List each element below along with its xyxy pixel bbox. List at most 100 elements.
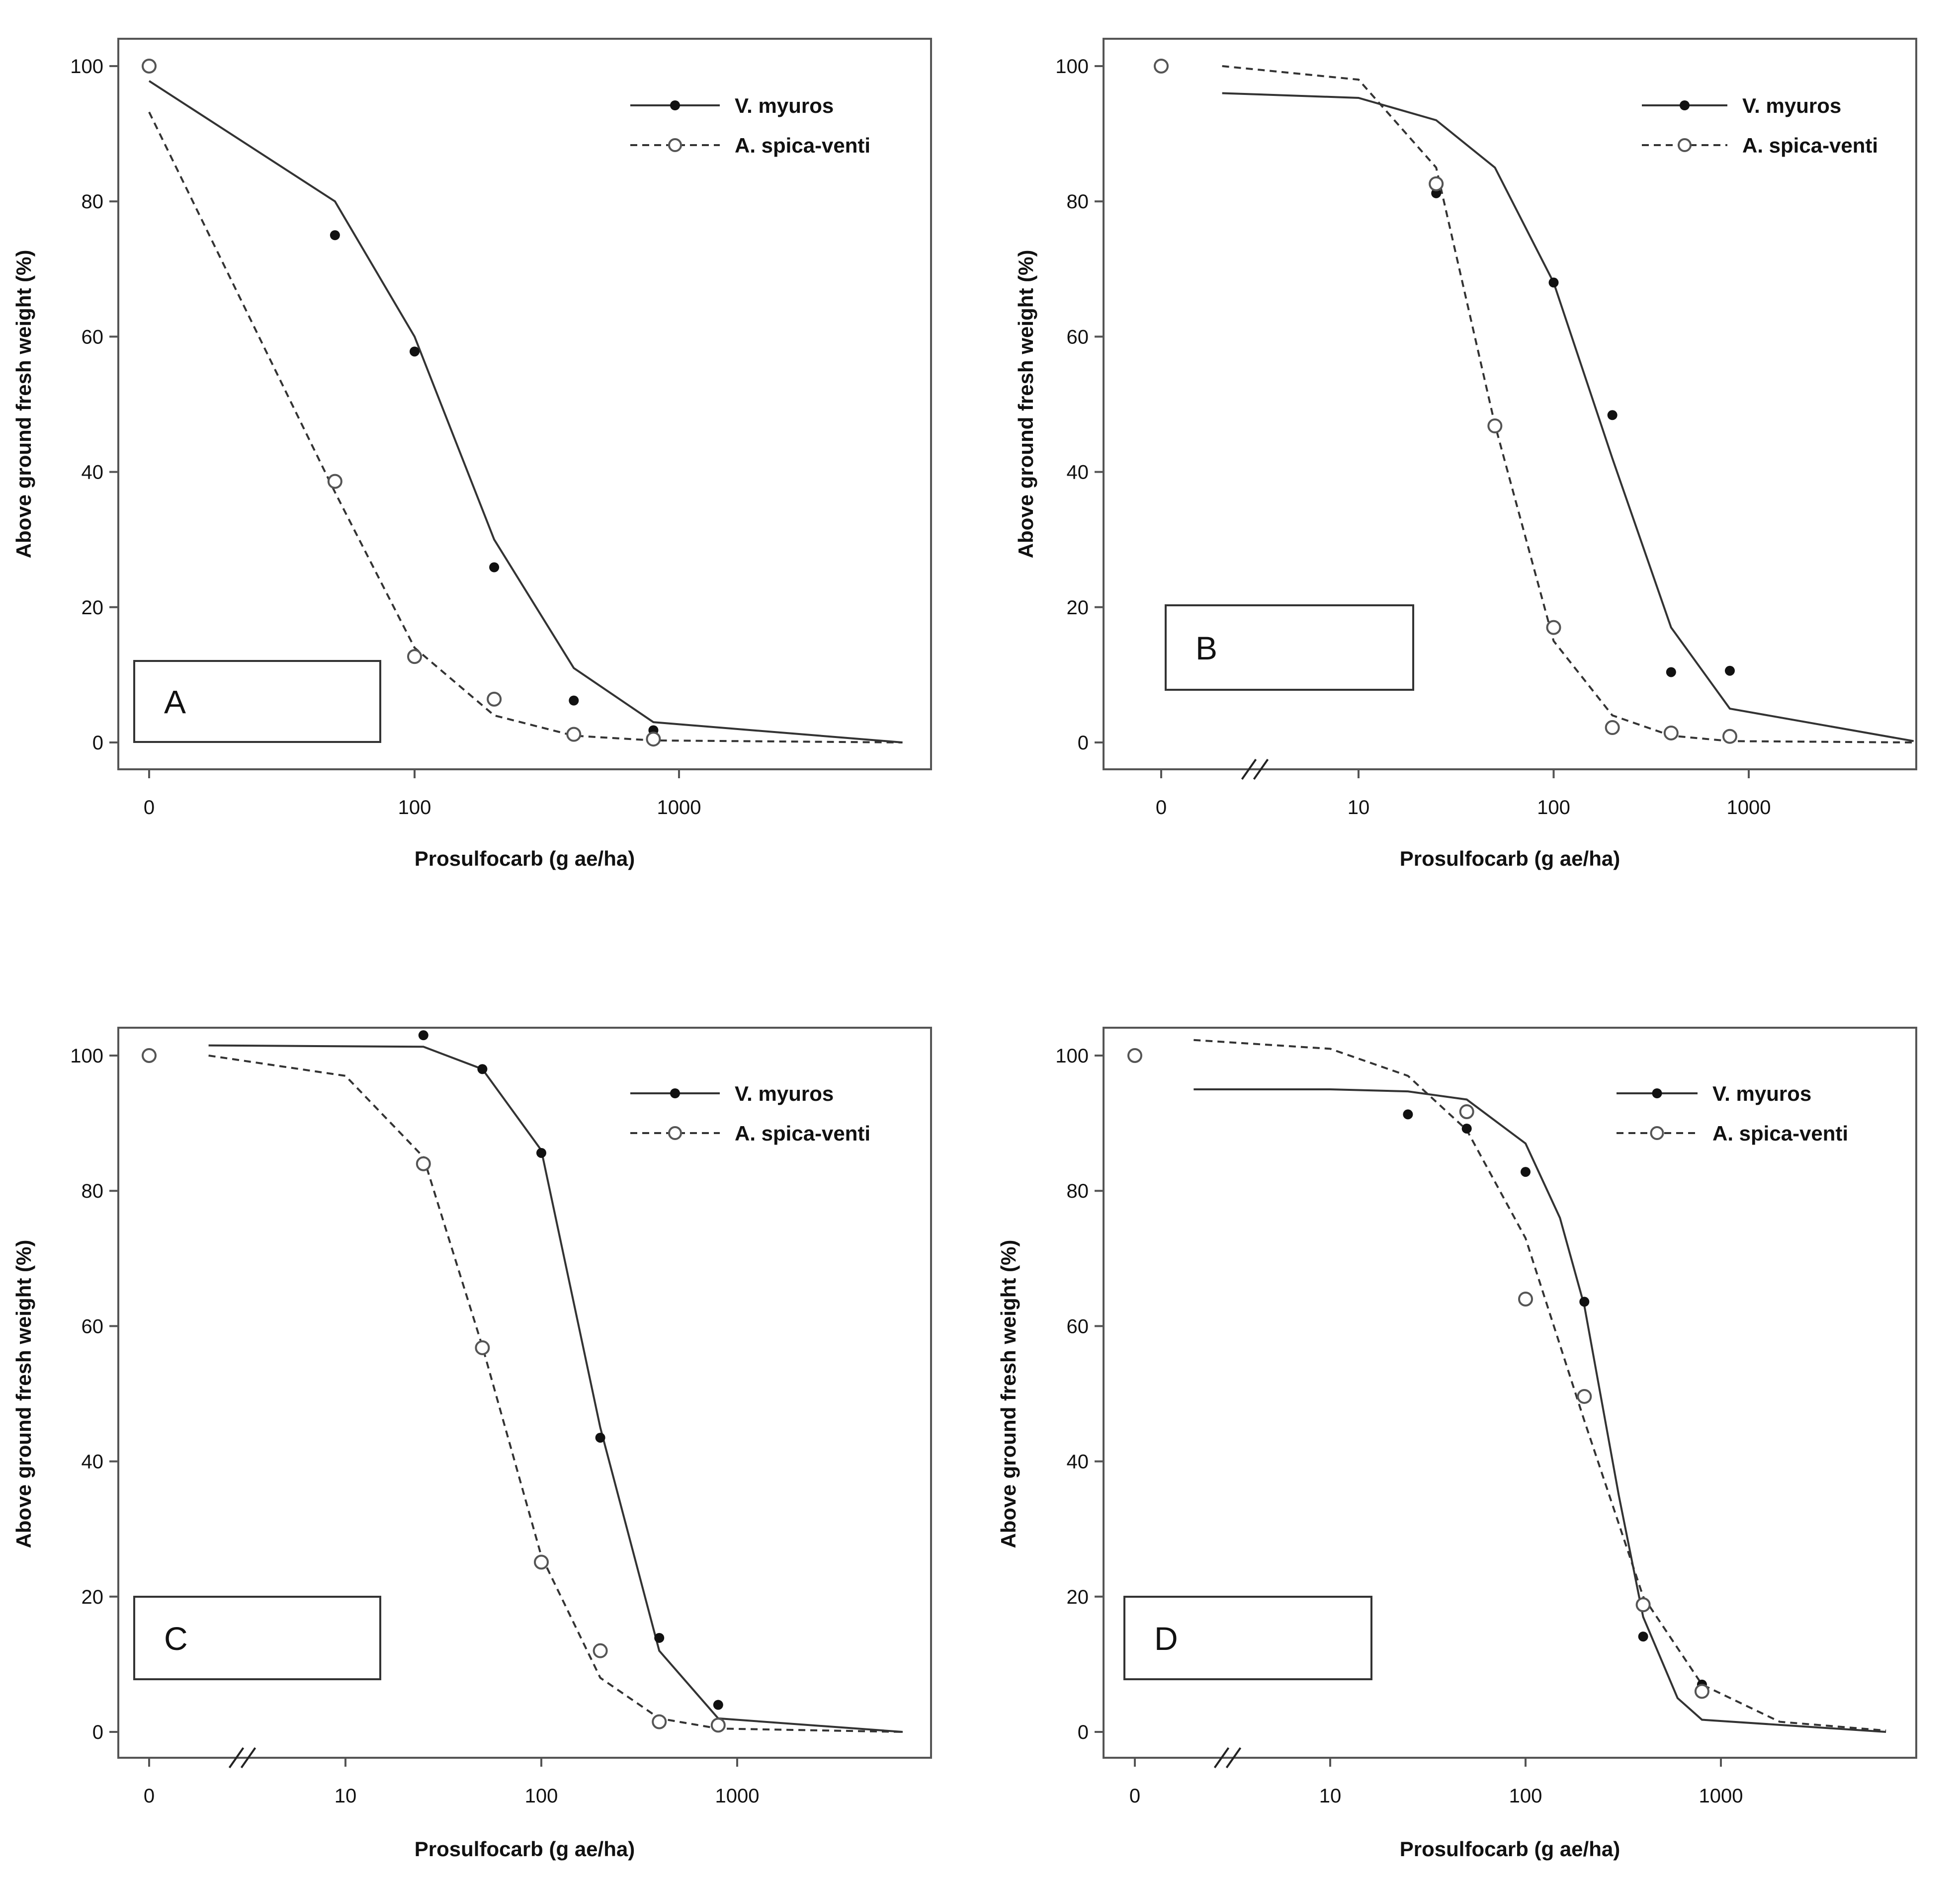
data-point-a-spica-venti xyxy=(1154,59,1169,74)
legend-label: A. spica-venti xyxy=(735,134,870,157)
plot-frame xyxy=(1103,1027,1917,1759)
legend-label: V. myuros xyxy=(1742,94,1841,117)
legend-label: V. myuros xyxy=(1712,1082,1811,1105)
axis-break-mark xyxy=(228,1747,245,1769)
fitted-curve-a-spica-venti xyxy=(1193,1039,1886,1732)
data-point-v-myuros xyxy=(330,230,340,241)
x-tick-label: 1000 xyxy=(657,797,701,818)
panel-label-box xyxy=(1123,1596,1372,1680)
data-point-v-myuros xyxy=(477,1064,488,1074)
fitted-curve-v-myuros xyxy=(208,1044,903,1733)
data-point-a-spica-venti xyxy=(566,727,582,742)
fitted-curve-v-myuros xyxy=(148,80,903,743)
data-point-v-myuros xyxy=(1461,1123,1472,1134)
x-tick-label: 10 xyxy=(1348,797,1370,818)
data-point-a-spica-venti xyxy=(487,691,502,707)
legend-marker xyxy=(1678,138,1692,152)
axis-break-mark xyxy=(1241,758,1257,780)
data-point-a-spica-venti xyxy=(327,474,342,489)
y-tick-label: 0 xyxy=(1078,1721,1089,1743)
legend-marker xyxy=(1650,1126,1664,1140)
data-point-a-spica-venti xyxy=(1487,418,1503,434)
x-tick-label: 0 xyxy=(144,797,155,818)
panel-label-box xyxy=(1165,604,1414,691)
data-point-a-spica-venti xyxy=(407,649,422,664)
y-tick-label: 20 xyxy=(1067,597,1089,619)
legend-marker xyxy=(670,100,680,110)
data-point-a-spica-venti xyxy=(475,1340,490,1355)
panel-label: B xyxy=(1195,630,1217,666)
data-point-a-spica-venti xyxy=(1577,1389,1592,1404)
data-point-a-spica-venti xyxy=(1635,1597,1651,1613)
data-point-v-myuros xyxy=(418,1030,428,1041)
y-tick-label: 60 xyxy=(1067,326,1089,348)
data-point-a-spica-venti xyxy=(534,1555,549,1570)
data-point-a-spica-venti xyxy=(416,1156,431,1171)
y-tick-label: 100 xyxy=(70,56,103,78)
legend-marker xyxy=(670,1088,680,1098)
data-point-v-myuros xyxy=(569,695,579,706)
data-point-v-myuros xyxy=(1724,665,1735,676)
legend-marker xyxy=(668,138,682,152)
x-tick-label: 0 xyxy=(144,1785,155,1807)
x-tick-label: 100 xyxy=(398,797,431,818)
x-tick-label: 10 xyxy=(335,1785,357,1807)
legend-label: V. myuros xyxy=(735,94,834,117)
legend-label: V. myuros xyxy=(735,1082,834,1105)
x-axis-title: Prosulfocarb (g ae/ha) xyxy=(415,847,635,870)
x-tick-label: 100 xyxy=(525,1785,558,1807)
x-axis-title: Prosulfocarb (g ae/ha) xyxy=(1400,847,1620,870)
panel-label: C xyxy=(164,1620,188,1657)
data-point-v-myuros xyxy=(410,346,420,357)
y-tick-label: 80 xyxy=(82,191,104,213)
panel-label-box xyxy=(133,660,381,743)
data-point-a-spica-venti xyxy=(710,1718,726,1733)
data-point-a-spica-venti xyxy=(1605,720,1620,736)
data-point-v-myuros xyxy=(1521,1167,1531,1177)
y-tick-label: 40 xyxy=(82,462,104,484)
y-tick-label: 0 xyxy=(92,732,103,754)
data-point-a-spica-venti xyxy=(593,1643,608,1658)
data-point-v-myuros xyxy=(1548,277,1559,288)
data-point-v-myuros xyxy=(1607,410,1618,420)
axis-break-mark xyxy=(1225,1747,1242,1769)
y-tick-label: 60 xyxy=(1067,1315,1089,1337)
y-tick-label: 20 xyxy=(82,1586,104,1608)
data-point-a-spica-venti xyxy=(142,1048,157,1063)
data-point-v-myuros xyxy=(536,1147,546,1158)
y-tick-label: 80 xyxy=(82,1180,104,1202)
y-tick-label: 100 xyxy=(70,1045,103,1067)
x-axis-title: Prosulfocarb (g ae/ha) xyxy=(1400,1837,1620,1861)
panel-label: D xyxy=(1154,1620,1178,1657)
y-axis-title: Above ground fresh weight (%) xyxy=(12,1240,35,1549)
data-point-a-spica-venti xyxy=(1694,1684,1709,1699)
x-tick-label: 0 xyxy=(1129,1785,1140,1807)
legend-label: A. spica-venti xyxy=(1712,1122,1848,1145)
data-point-v-myuros xyxy=(1638,1632,1648,1642)
legend-marker xyxy=(1652,1088,1662,1098)
data-point-v-myuros xyxy=(654,1633,665,1643)
y-tick-label: 80 xyxy=(1067,191,1089,213)
y-tick-label: 60 xyxy=(82,1315,104,1337)
data-point-a-spica-venti xyxy=(1546,620,1561,635)
data-point-a-spica-venti xyxy=(652,1714,667,1729)
y-tick-label: 0 xyxy=(1078,732,1089,754)
plot-frame xyxy=(117,38,932,770)
x-tick-label: 100 xyxy=(1509,1785,1542,1807)
data-point-a-spica-venti xyxy=(142,59,157,74)
panel-label-box xyxy=(133,1596,381,1680)
y-tick-label: 20 xyxy=(82,597,104,619)
data-point-a-spica-venti xyxy=(1127,1048,1142,1063)
axis-break-mark xyxy=(1253,758,1269,780)
legend-label: A. spica-venti xyxy=(1742,134,1878,157)
panel-label: A xyxy=(164,684,186,721)
fitted-curve-a-spica-venti xyxy=(148,111,903,743)
data-point-v-myuros xyxy=(1403,1109,1413,1120)
y-tick-label: 0 xyxy=(92,1721,103,1743)
x-tick-label: 100 xyxy=(1537,797,1570,818)
